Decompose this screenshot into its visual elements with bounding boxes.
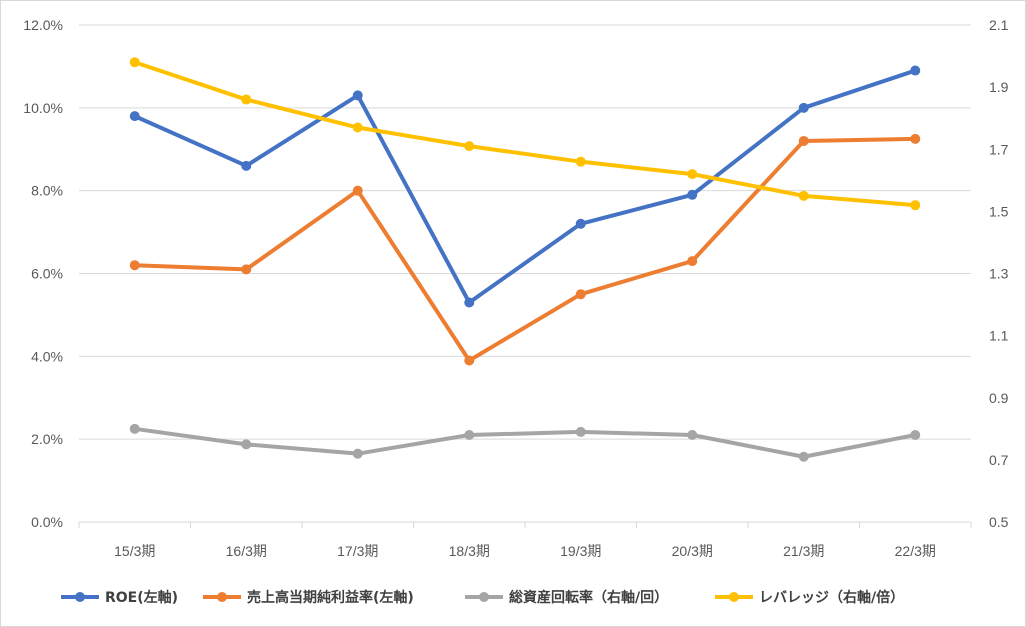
- data-point: [129, 260, 140, 271]
- data-point: [575, 426, 586, 437]
- right-tick-label: 1.5: [989, 203, 1009, 219]
- data-point: [910, 133, 921, 144]
- series-0: [129, 65, 921, 308]
- legend-label: 総資産回転率（右軸/回）: [509, 589, 668, 606]
- data-point: [575, 289, 586, 300]
- data-point: [910, 200, 921, 211]
- data-point: [352, 185, 363, 196]
- data-point: [687, 256, 698, 267]
- left-tick-label: 12.0%: [23, 17, 63, 33]
- data-point: [798, 135, 809, 146]
- legend-marker: [729, 592, 739, 602]
- data-point: [129, 111, 140, 122]
- data-point: [464, 141, 475, 152]
- legend-item: 総資産回転率（右軸/回）: [465, 589, 668, 606]
- data-point: [575, 218, 586, 229]
- data-point: [687, 430, 698, 441]
- x-tick-label: 18/3期: [449, 543, 490, 559]
- data-point: [687, 189, 698, 200]
- left-tick-label: 4.0%: [31, 348, 63, 364]
- series-line: [132, 68, 918, 305]
- left-tick-label: 2.0%: [31, 431, 63, 447]
- legend-marker: [75, 592, 85, 602]
- legend-label: レバレッジ（右軸/倍）: [759, 589, 904, 606]
- right-tick-label: 2.1: [989, 17, 1009, 33]
- right-tick-label: 0.5: [989, 514, 1009, 530]
- series-layer: [129, 57, 921, 462]
- data-point: [575, 156, 586, 167]
- right-tick-label: 0.9: [989, 390, 1009, 406]
- x-tick-label: 20/3期: [672, 543, 713, 559]
- right-tick-label: 1.3: [989, 266, 1009, 282]
- legend-label: ROE(左軸): [105, 589, 178, 606]
- legend: ROE(左軸) 売上高当期純利益率(左軸) 総資産回転率（右軸/回） レバレッジ（右軸…: [61, 589, 904, 606]
- data-point: [241, 94, 252, 105]
- right-tick-label: 1.9: [989, 79, 1009, 95]
- right-tick-label: 0.7: [989, 452, 1009, 468]
- data-point: [798, 102, 809, 113]
- series-3: [129, 57, 921, 211]
- data-point: [798, 190, 809, 201]
- x-tick-label: 19/3期: [560, 543, 601, 559]
- x-tick-label: 21/3期: [783, 543, 824, 559]
- series-line: [132, 60, 918, 208]
- legend-item: ROE(左軸): [61, 589, 178, 606]
- x-tick-label: 17/3期: [337, 543, 378, 559]
- x-tick-label: 16/3期: [226, 543, 267, 559]
- legend-marker: [479, 592, 489, 602]
- right-tick-label: 1.7: [989, 141, 1009, 157]
- legend-marker: [217, 592, 227, 602]
- data-point: [241, 439, 252, 450]
- data-point: [464, 430, 475, 441]
- left-tick-label: 10.0%: [23, 100, 63, 116]
- legend-item: 売上高当期純利益率(左軸): [203, 589, 414, 606]
- data-point: [687, 169, 698, 180]
- series-line: [132, 136, 918, 363]
- x-tick-label: 22/3期: [895, 543, 936, 559]
- legend-label: 売上高当期純利益率(左軸): [247, 589, 414, 606]
- data-point: [129, 57, 140, 68]
- grid-layer: [79, 24, 971, 523]
- left-tick-label: 0.0%: [31, 514, 63, 530]
- data-point: [241, 264, 252, 275]
- legend-item: レバレッジ（右軸/倍）: [715, 589, 904, 606]
- series-2: [129, 423, 921, 462]
- x-axis: 15/3期 16/3期 17/3期 18/3期 19/3期 20/3期 21/3期 22/3期: [78, 521, 972, 559]
- series-line: [132, 426, 918, 459]
- data-point: [352, 122, 363, 133]
- right-tick-label: 1.1: [989, 328, 1009, 344]
- data-point: [352, 448, 363, 459]
- data-point: [464, 297, 475, 308]
- data-point: [464, 355, 475, 366]
- data-point: [352, 90, 363, 101]
- left-y-axis: 0.0% 2.0% 4.0% 6.0% 8.0% 10.0% 12.0%: [23, 17, 63, 530]
- left-tick-label: 6.0%: [31, 266, 63, 282]
- data-point: [129, 423, 140, 434]
- x-tick-label: 15/3期: [114, 543, 155, 559]
- data-point: [241, 160, 252, 171]
- series-1: [129, 133, 921, 366]
- data-point: [910, 65, 921, 76]
- data-point: [910, 430, 921, 441]
- right-y-axis: 0.5 0.7 0.9 1.1 1.3 1.5 1.7 1.9 2.1: [989, 17, 1009, 530]
- left-tick-label: 8.0%: [31, 183, 63, 199]
- data-point: [798, 451, 809, 462]
